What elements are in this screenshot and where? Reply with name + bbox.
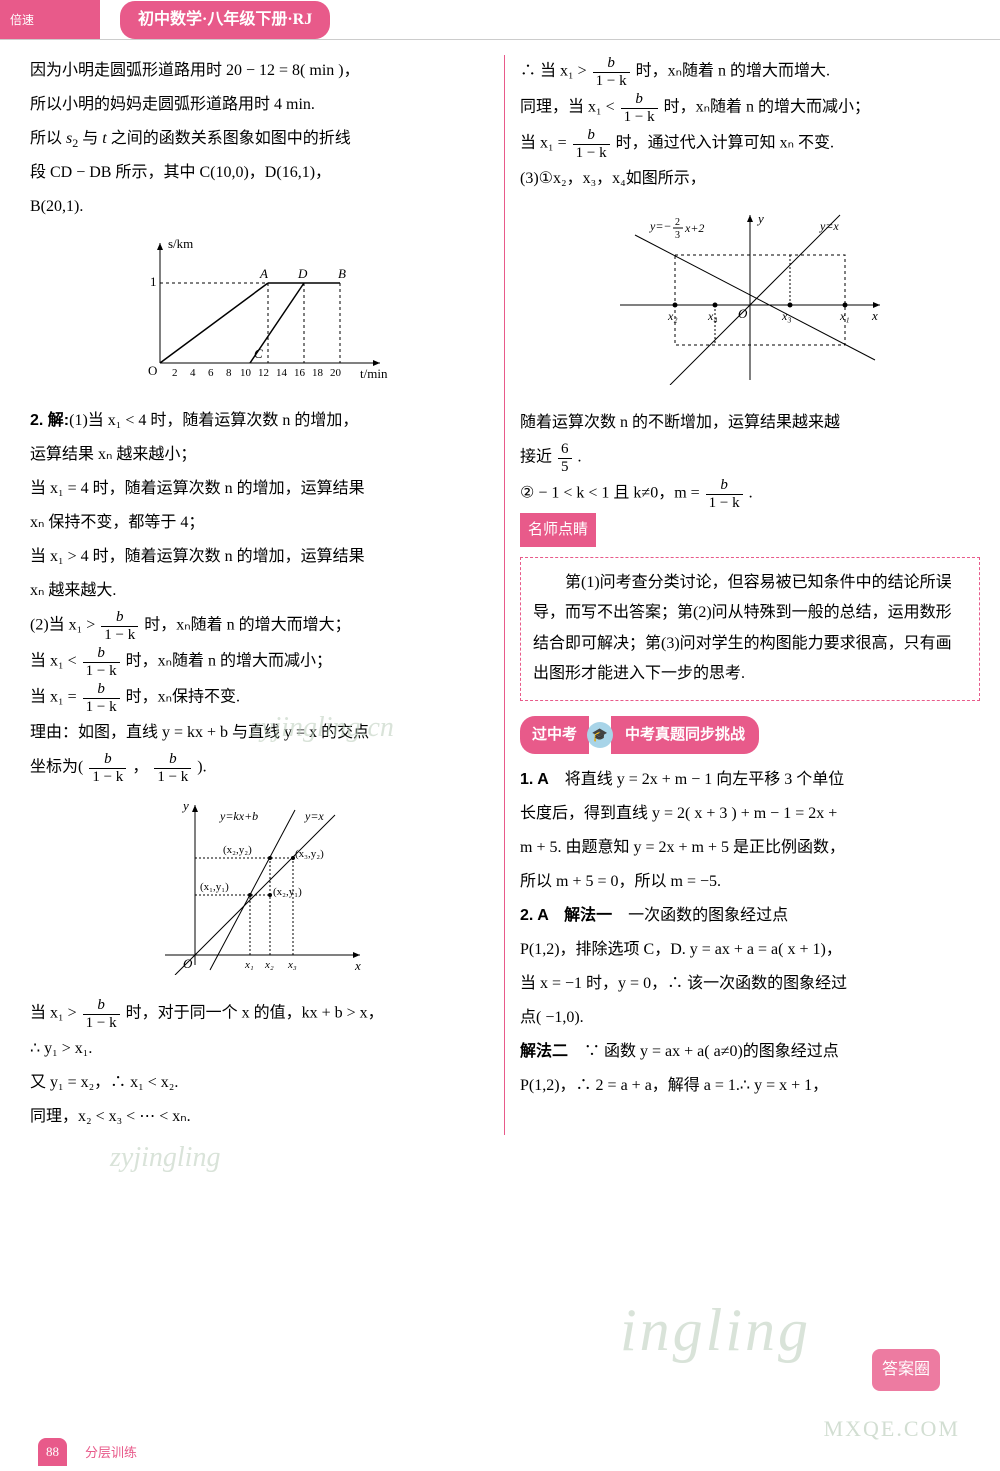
text: 当 x₁ = b1 − k 时，通过代入计算可知 xₙ 不变. [520, 127, 980, 161]
text: P(1,2)，∴ 2 = a + a，解得 a = 1.∴ y = x + 1， [520, 1070, 980, 1102]
svg-text:y=−: y=− [649, 219, 672, 233]
text: 当 x = −1 时，y = 0，∴ 该一次函数的图象经过 [520, 968, 980, 1000]
mxqe-watermark: MXQE.COM [824, 1407, 960, 1451]
svg-text:8: 8 [226, 367, 232, 379]
text: 运算结果 xₙ 越来越小； [30, 439, 489, 471]
svg-text:4: 4 [190, 367, 196, 379]
svg-text:(x₂,y₂): (x₂,y₂) [223, 844, 252, 856]
svg-text:A: A [259, 266, 268, 281]
header-title: 初中数学·八年级下册·RJ [120, 1, 330, 39]
text: B(20,1). [30, 191, 489, 223]
textbook-page: 倍速 初中数学·八年级下册·RJ 因为小明走圆弧形道路用时 20 − 12 = … [0, 0, 1000, 1471]
left-column: 因为小明走圆弧形道路用时 20 − 12 = 8( min )， 所以小明的妈妈… [30, 55, 505, 1135]
text: ∴ y₁ > x₁. [30, 1033, 489, 1065]
text: 当 x₁ > b1 − k 时，对于同一个 x 的值，kx + b > x， [30, 997, 489, 1031]
svg-text:x: x [354, 958, 361, 973]
right-column: ∴ 当 x₁ > b1 − k 时，xₙ随着 n 的增大而增大. 同理，当 x₁… [505, 55, 980, 1135]
svg-text:x₃: x₃ [781, 309, 792, 323]
text: 又 y₁ = x₂，∴ x₁ < x₂. [30, 1067, 489, 1099]
svg-text:x₃: x₃ [287, 959, 297, 971]
text: 长度后，得到直线 y = 2( x + 3 ) + m − 1 = 2x + [520, 798, 980, 830]
text: 随着运算次数 n 的不断增加，运算结果越来越 [520, 407, 980, 439]
svg-text:(x₂,y₁): (x₂,y₁) [273, 886, 302, 898]
text: 所以 s2 与 t 之间的函数关系图象如图中的折线 [30, 123, 489, 155]
svg-text:18: 18 [312, 367, 324, 379]
svg-text:(x₁,y₁): (x₁,y₁) [200, 881, 229, 893]
text: 2. A 解法一 一次函数的图象经过点 [520, 900, 980, 932]
svg-text:1: 1 [150, 274, 157, 289]
answer-badge: 答案圈 [872, 1349, 940, 1391]
text: (3)①x₂，x₃，x₄如图所示， [520, 163, 980, 195]
svg-text:C: C [254, 346, 263, 361]
page-label: 分层训练 [85, 1440, 137, 1466]
text: 解法二 ∵ 函数 y = ax + a( a≠0)的图象经过点 [520, 1036, 980, 1068]
svg-text:12: 12 [258, 367, 269, 379]
svg-text:2: 2 [172, 367, 178, 379]
text: 当 x₁ = b1 − k 时，xₙ保持不变. [30, 681, 489, 715]
svg-text:x₂: x₂ [264, 959, 274, 971]
text: 2. 解:(1)当 x₁ < 4 时，随着运算次数 n 的增加， [30, 405, 489, 437]
svg-text:y: y [181, 798, 189, 813]
text: 所以 m + 5 = 0，所以 m = −5. [520, 866, 980, 898]
text: m + 5. 由题意知 y = 2x + m + 5 是正比例函数， [520, 832, 980, 864]
text: 同理，x₂ < x₃ < ⋯ < xₙ. [30, 1101, 489, 1133]
svg-text:16: 16 [294, 367, 306, 379]
svg-text:14: 14 [276, 367, 288, 379]
svg-text:10: 10 [240, 367, 252, 379]
text: xₙ 保持不变，都等于 4； [30, 507, 489, 539]
svg-text:3: 3 [675, 230, 680, 241]
svg-text:y=x: y=x [304, 809, 324, 823]
svg-text:y=x: y=x [819, 219, 839, 233]
figure-3: y x O y=− 2 3 x+2 y=x [520, 205, 980, 397]
svg-text:x₂: x₂ [667, 309, 678, 323]
tip-box: 第(1)问考查分类讨论，但容易被已知条件中的结论所误导，而写不出答案；第(2)问… [520, 557, 980, 701]
page-number: 88 [38, 1438, 67, 1466]
svg-text:x₁: x₁ [839, 309, 850, 323]
graduation-cap-icon: 🎓 [587, 722, 613, 748]
svg-text:x₁: x₁ [244, 959, 254, 971]
text: 接近 65 . [520, 441, 980, 475]
tip-label: 名师点睛 [520, 513, 596, 547]
text: 因为小明走圆弧形道路用时 20 − 12 = 8( min )， [30, 55, 489, 87]
svg-text:B: B [338, 266, 346, 281]
figure-1: s/km t/min O 1 2 4 6 8 10 12 14 16 18 [30, 233, 489, 395]
svg-text:t/min: t/min [360, 366, 388, 381]
svg-text:D: D [297, 266, 308, 281]
text: 同理，当 x₁ < b1 − k 时，xₙ随着 n 的增大而减小； [520, 91, 980, 125]
header-logo: 倍速 [10, 8, 100, 32]
svg-text:y: y [756, 211, 764, 226]
section-banner: 过中考 🎓 中考真题同步挑战 [520, 716, 980, 754]
svg-text:20: 20 [330, 367, 342, 379]
text: xₙ 越来越大. [30, 575, 489, 607]
text: 理由：如图，直线 y = kx + b 与直线 y = x 的交点 [30, 717, 489, 749]
text: 1. A 将直线 y = 2x + m − 1 向左平移 3 个单位 [520, 764, 980, 796]
content: 因为小明走圆弧形道路用时 20 − 12 = 8( min )， 所以小明的妈妈… [0, 40, 1000, 1145]
text: 所以小明的妈妈走圆弧形道路用时 4 min. [30, 89, 489, 121]
banner-left: 过中考 [520, 716, 589, 754]
svg-text:x₄: x₄ [707, 309, 718, 323]
svg-text:O: O [148, 363, 157, 378]
text: 段 CD − DB 所示，其中 C(10,0)，D(16,1)， [30, 157, 489, 189]
text: 当 x₁ < b1 − k 时，xₙ随着 n 的增大而减小； [30, 645, 489, 679]
text: ② − 1 < k < 1 且 k≠0，m = b1 − k . [520, 477, 980, 511]
svg-text:s/km: s/km [168, 236, 193, 251]
text: (2)当 x₁ > b1 − k 时，xₙ随着 n 的增大而增大； [30, 609, 489, 643]
page-header: 倍速 初中数学·八年级下册·RJ [0, 0, 1000, 40]
banner-right: 中考真题同步挑战 [611, 716, 759, 754]
svg-text:6: 6 [208, 367, 214, 379]
figure-2: y x O y=kx+b y=x x₁ [30, 795, 489, 987]
text: 当 x₁ = 4 时，随着运算次数 n 的增加，运算结果 [30, 473, 489, 505]
text: 点( −1,0). [520, 1002, 980, 1034]
svg-text:y=kx+b: y=kx+b [219, 809, 258, 823]
text: P(1,2)，排除选项 C，D. y = ax + a = a( x + 1)， [520, 934, 980, 966]
svg-text:2: 2 [675, 217, 680, 228]
svg-text:x: x [871, 308, 878, 323]
text: ∴ 当 x₁ > b1 − k 时，xₙ随着 n 的增大而增大. [520, 55, 980, 89]
svg-text:(x₃,y₂): (x₃,y₂) [295, 848, 324, 860]
svg-text:x+2: x+2 [684, 221, 704, 235]
watermark: ingling [620, 1270, 811, 1390]
text: 当 x₁ > 4 时，随着运算次数 n 的增加，运算结果 [30, 541, 489, 573]
text: 坐标为( b1 − k ， b1 − k ). [30, 751, 489, 785]
